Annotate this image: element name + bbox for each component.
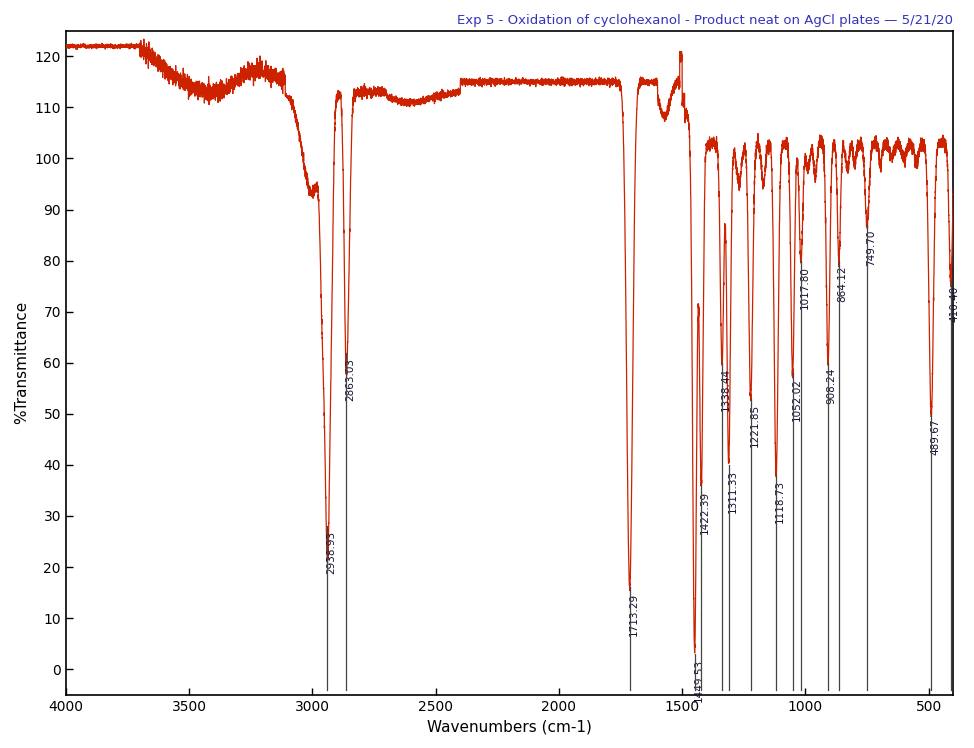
Text: 1118.73: 1118.73 [775, 480, 785, 524]
Text: 1311.33: 1311.33 [728, 470, 737, 513]
Text: 489.67: 489.67 [930, 419, 940, 456]
Text: 1052.02: 1052.02 [791, 378, 802, 421]
Text: 1422.39: 1422.39 [700, 491, 710, 533]
Y-axis label: %Transmittance: %Transmittance [14, 301, 29, 424]
Text: 2863.03: 2863.03 [345, 358, 355, 401]
Text: 1449.53: 1449.53 [693, 659, 703, 702]
Text: 749.70: 749.70 [866, 230, 876, 266]
Text: 1338.44: 1338.44 [721, 368, 730, 411]
Text: 1017.80: 1017.80 [800, 266, 809, 309]
Text: 410.40: 410.40 [950, 286, 959, 322]
Text: 1713.29: 1713.29 [628, 592, 638, 636]
Text: 908.24: 908.24 [827, 368, 837, 404]
Text: 2938.93: 2938.93 [326, 531, 336, 574]
Text: 864.12: 864.12 [838, 266, 847, 302]
Text: Exp 5 - Oxidation of cyclohexanol - Product neat on AgCl plates — 5/21/20: Exp 5 - Oxidation of cyclohexanol - Prod… [458, 14, 954, 27]
X-axis label: Wavenumbers (cm-1): Wavenumbers (cm-1) [428, 719, 592, 734]
Text: 1221.85: 1221.85 [749, 404, 760, 447]
